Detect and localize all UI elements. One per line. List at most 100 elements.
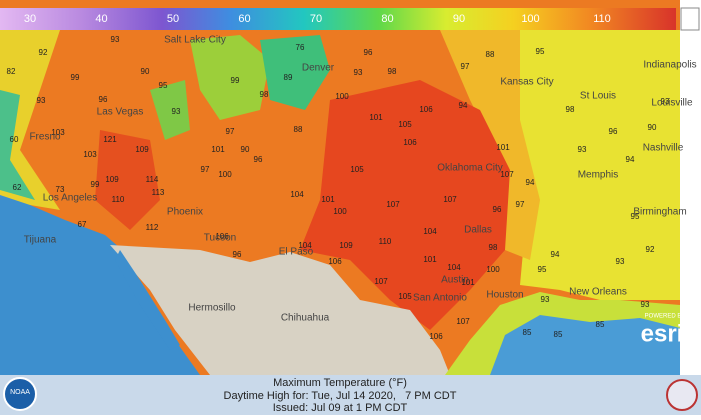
city-label: San Antonio <box>413 293 467 304</box>
temperature-label: 88 <box>486 50 495 59</box>
legend-label: 50 <box>167 13 179 25</box>
temperature-label: 101 <box>461 278 475 287</box>
footer-issued: Issued: Jul 09 at 1 PM CDT <box>273 402 408 414</box>
city-label: Denver <box>302 63 335 74</box>
powered-by: POWERED BY <box>645 314 686 320</box>
city-label: Phoenix <box>167 207 203 218</box>
temperature-label: 89 <box>284 73 293 82</box>
temperature-label: 85 <box>523 328 532 337</box>
city-label: Hermosillo <box>188 303 236 314</box>
temperature-label: 85 <box>596 320 605 329</box>
temperature-label: 110 <box>379 237 392 246</box>
temperature-label: 93 <box>541 295 550 304</box>
temperature-label: 100 <box>333 207 347 216</box>
temperature-label: 98 <box>388 67 397 76</box>
temperature-label: 96 <box>254 155 263 164</box>
temperature-label: 101 <box>369 113 383 122</box>
temperature-label: 93 <box>616 257 625 266</box>
temperature-label: 82 <box>7 67 16 76</box>
temperature-label: 110 <box>112 195 125 204</box>
temperature-label: 90 <box>648 123 657 132</box>
city-label: New Orleans <box>569 287 627 298</box>
temperature-label: 94 <box>551 250 560 259</box>
temperature-label: 96 <box>493 205 502 214</box>
noaa-text: NOAA <box>10 389 30 396</box>
temperature-label: 93 <box>578 145 587 154</box>
legend-label: 60 <box>238 13 250 25</box>
coast-cool <box>0 90 35 200</box>
gulf-of-mexico <box>490 315 680 375</box>
nws-logo <box>666 379 698 411</box>
temperature-label: 95 <box>536 47 545 56</box>
esri-logo: esri <box>641 320 684 347</box>
temperature-label: 99 <box>71 73 80 82</box>
city-label: Austin <box>441 275 469 286</box>
temperature-label: 109 <box>339 241 353 250</box>
rockies-high <box>260 35 330 110</box>
gulf-of-california <box>115 250 180 350</box>
temperature-label: 109 <box>105 175 119 184</box>
temperature-label: 104 <box>298 241 312 250</box>
temperature-label: 97 <box>516 200 525 209</box>
desert-hot <box>95 130 160 230</box>
temperature-label: 95 <box>631 212 640 221</box>
temperature-label: 93 <box>172 107 181 116</box>
temperature-label: 98 <box>566 105 575 114</box>
temperature-label: 101 <box>211 145 225 154</box>
temperature-label: 114 <box>146 175 159 184</box>
temperature-label: 100 <box>335 92 349 101</box>
temperature-label: 107 <box>456 317 470 326</box>
temperature-label: 93 <box>641 300 650 309</box>
temperature-label: 60 <box>10 135 19 144</box>
temperature-label: 93 <box>661 97 670 106</box>
temperature-label: 106 <box>429 332 443 341</box>
temperature-label: 107 <box>443 195 457 204</box>
temperature-label: 103 <box>83 150 97 159</box>
temperature-label: 67 <box>78 220 87 229</box>
temperature-label: 90 <box>141 67 150 76</box>
temperature-label: 101 <box>423 255 437 264</box>
temperature-label: 103 <box>51 128 65 137</box>
city-label: Salt Lake City <box>164 35 226 46</box>
city-label: Houston <box>486 290 523 301</box>
temperature-label: 100 <box>486 265 500 274</box>
temperature-label: 104 <box>290 190 304 199</box>
footer <box>0 375 701 415</box>
temperature-label: 97 <box>226 127 235 136</box>
city-label: Fresno <box>29 132 61 143</box>
city-label: St Louis <box>580 91 616 102</box>
east-region <box>470 30 680 300</box>
temperature-label: 105 <box>398 292 412 301</box>
hot-core <box>300 80 510 330</box>
city-label: Tijuana <box>24 235 57 246</box>
legend-label: 40 <box>95 13 107 25</box>
city-label: Indianapolis <box>643 60 696 71</box>
temperature-label: 109 <box>135 145 149 154</box>
temperature-label: 107 <box>374 277 388 286</box>
temperature-label: 94 <box>626 155 635 164</box>
mountains <box>150 80 190 140</box>
temperature-label: 107 <box>500 170 514 179</box>
city-label: Birmingham <box>633 207 686 218</box>
temperature-label: 101 <box>321 195 335 204</box>
legend-bar <box>0 8 676 30</box>
temperature-label: 105 <box>350 165 364 174</box>
temperature-label: 96 <box>364 48 373 57</box>
temperature-label: 113 <box>152 188 165 197</box>
legend-label: 110 <box>593 13 611 25</box>
temperature-label: 99 <box>231 76 240 85</box>
temperature-label: 94 <box>526 178 535 187</box>
legend-box <box>680 7 700 31</box>
rockies <box>190 35 270 120</box>
temperature-label: 73 <box>56 185 65 194</box>
coast-mild <box>0 30 60 210</box>
temperature-label: 85 <box>554 330 563 339</box>
legend-label: 90 <box>453 13 465 25</box>
temperature-label: 62 <box>13 183 22 192</box>
temperature-label: 96 <box>233 250 242 259</box>
temperature-label: 104 <box>423 227 437 236</box>
temperature-label: 96 <box>609 127 618 136</box>
mexico-land <box>110 245 450 375</box>
temperature-label: 93 <box>37 96 46 105</box>
temperature-label: 100 <box>218 170 232 179</box>
